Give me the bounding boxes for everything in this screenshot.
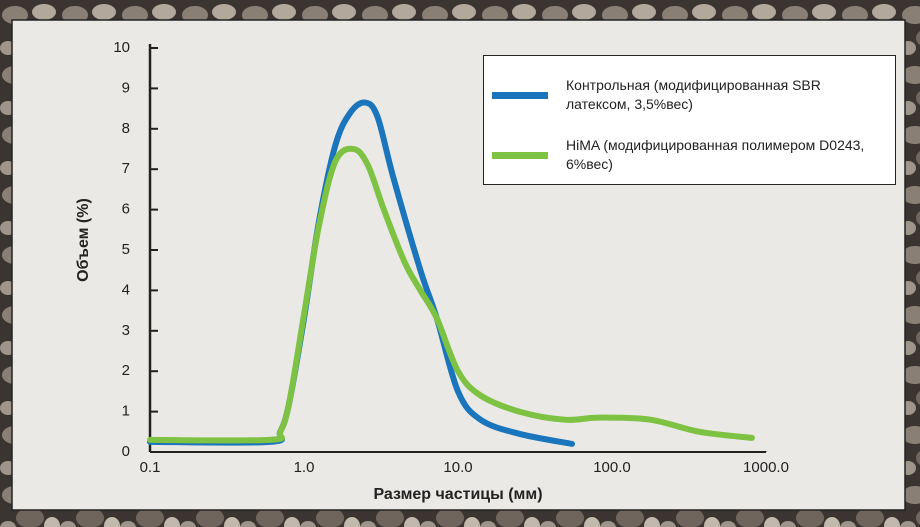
y-tick-label: 8: [122, 120, 130, 137]
y-tick-label: 6: [122, 201, 130, 218]
x-tick-label: 1.0: [294, 459, 315, 476]
y-tick-label: 3: [122, 322, 130, 339]
legend-label: HiMA (модифицированная полимером D0243, …: [566, 136, 886, 174]
page: {"chart_data": { "type": "line", "xlabel…: [0, 0, 920, 527]
y-tick-label: 0: [122, 443, 130, 460]
y-tick-label: 4: [122, 281, 130, 298]
y-tick-label: 10: [113, 39, 130, 56]
legend-entry: HiMA (модифицированная полимером D0243, …: [492, 136, 887, 186]
y-tick-label: 2: [122, 362, 130, 379]
y-tick-label: 1: [122, 403, 130, 420]
legend-entry: Контрольная (модифицированная SBR латекс…: [492, 76, 887, 126]
legend-label: Контрольная (модифицированная SBR латекс…: [566, 76, 886, 114]
x-tick-label: 10.0: [443, 459, 472, 476]
x-axis-label: Размер частицы (мм): [373, 486, 542, 503]
y-tick-label: 7: [122, 160, 130, 177]
x-tick-label: 1000.0: [743, 459, 789, 476]
y-tick-label: 9: [122, 79, 130, 96]
y-axis-label: Объем (%): [75, 198, 92, 282]
legend-swatch: [492, 152, 548, 159]
legend-swatch: [492, 92, 548, 99]
x-tick-label: 100.0: [593, 459, 631, 476]
x-tick-label: 0.1: [140, 459, 161, 476]
legend: Контрольная (модифицированная SBR латекс…: [483, 55, 896, 185]
y-tick-label: 5: [122, 241, 130, 258]
